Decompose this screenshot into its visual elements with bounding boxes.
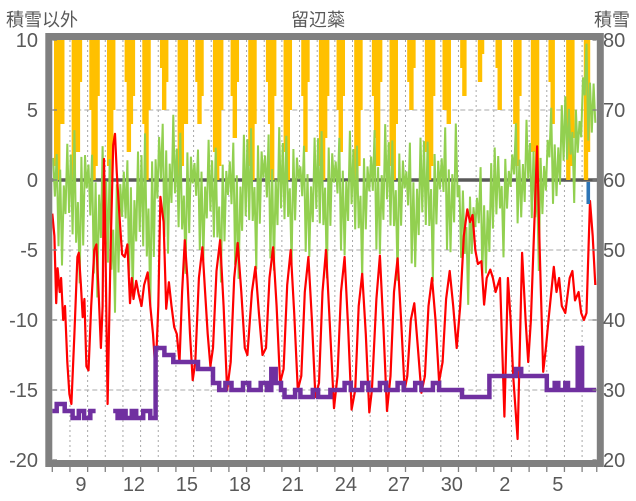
sunshine-bar xyxy=(462,40,467,96)
sunshine-bar xyxy=(534,40,540,180)
sunshine-bar xyxy=(56,40,61,180)
sunshine-bar xyxy=(252,40,257,124)
sunshine-bar xyxy=(130,40,136,96)
x-axis-tick-label: 30 xyxy=(441,474,463,496)
chart-title: 留辺蘂 xyxy=(291,10,345,30)
sunshine-bar xyxy=(71,40,77,180)
x-axis-tick-label: 2 xyxy=(499,474,510,496)
sunshine-bar xyxy=(446,40,451,124)
blue-marker xyxy=(586,182,591,204)
left-axis-tick-label: -15 xyxy=(9,380,38,402)
sunshine-bar xyxy=(271,40,277,96)
sunshine-bar xyxy=(77,40,83,82)
x-axis-tick-label: 21 xyxy=(282,474,304,496)
sunshine-bar xyxy=(430,40,436,96)
left-axis-tick-label: 5 xyxy=(27,100,38,122)
left-axis-tick-label: -10 xyxy=(9,310,38,332)
right-axis-tick-label: 40 xyxy=(603,310,625,332)
sunshine-bar xyxy=(550,40,555,124)
sunshine-bar xyxy=(232,40,238,138)
sunshine-bar xyxy=(269,40,275,180)
sunshine-bar xyxy=(219,40,224,110)
right-axis-tick-label: 60 xyxy=(603,170,625,192)
sunshine-bar xyxy=(393,40,398,124)
right-axis-title: 積雪 xyxy=(594,10,630,30)
x-axis-tick-label: 12 xyxy=(123,474,145,496)
x-axis-tick-label: 9 xyxy=(75,474,86,496)
x-axis-tick-label: 24 xyxy=(335,474,357,496)
sunshine-bar xyxy=(164,40,169,82)
sunshine-bar xyxy=(199,40,204,96)
sunshine-bar xyxy=(111,40,116,110)
right-axis-tick-label: 30 xyxy=(603,380,625,402)
snow-depth-line xyxy=(52,345,597,421)
sunshine-bar xyxy=(409,40,414,110)
sunshine-bar xyxy=(340,40,346,96)
right-axis-tick-label: 20 xyxy=(603,450,625,472)
right-axis-tick-label: 80 xyxy=(603,30,625,52)
sunshine-bar xyxy=(358,40,363,110)
sunshine-bar xyxy=(411,40,416,68)
sunshine-bar xyxy=(60,40,65,124)
sunshine-bar xyxy=(479,40,485,54)
x-axis-tick-label: 18 xyxy=(229,474,251,496)
x-axis-tick-label: 27 xyxy=(388,474,410,496)
sunshine-bar xyxy=(303,40,308,152)
plot-frame xyxy=(45,33,604,467)
sunshine-bar xyxy=(570,40,575,138)
sunshine-bar xyxy=(305,40,310,82)
sunshine-bar xyxy=(517,40,522,96)
left-axis-tick-label: 10 xyxy=(16,30,38,52)
sunshine-bar xyxy=(287,40,293,110)
left-axis-title: 積雪以外 xyxy=(6,10,78,30)
sunshine-bar xyxy=(515,40,520,166)
right-axis-tick-label: 50 xyxy=(603,240,625,262)
right-axis-tick-label: 70 xyxy=(603,100,625,122)
sunshine-bar xyxy=(375,40,381,166)
left-axis-tick-label: -20 xyxy=(9,450,38,472)
sunshine-bar xyxy=(234,40,240,82)
sunshine-bar xyxy=(377,40,383,82)
left-axis-tick-label: -5 xyxy=(20,240,38,262)
humidity-line xyxy=(52,43,597,313)
sunshine-bar xyxy=(497,40,502,110)
left-axis-tick-label: 0 xyxy=(27,170,38,192)
temperature-line xyxy=(51,132,597,441)
sunshine-bar xyxy=(75,40,81,152)
sunshine-bar xyxy=(146,40,151,110)
sunshine-bar xyxy=(477,40,483,82)
sunshine-bar xyxy=(324,40,330,96)
sunshine-bar xyxy=(95,40,100,96)
x-axis-tick-label: 5 xyxy=(552,474,563,496)
sunshine-bar xyxy=(428,40,434,166)
sunshine-bar xyxy=(93,40,98,166)
sunshine-bar xyxy=(179,40,185,166)
x-axis-tick-label: 15 xyxy=(176,474,198,496)
sunshine-bar xyxy=(183,40,189,124)
